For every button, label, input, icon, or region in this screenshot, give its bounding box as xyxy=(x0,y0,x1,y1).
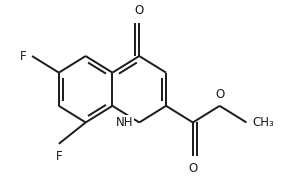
Text: F: F xyxy=(56,150,62,163)
Text: O: O xyxy=(188,162,198,175)
Text: NH: NH xyxy=(116,116,133,129)
Text: O: O xyxy=(134,4,144,17)
Text: CH₃: CH₃ xyxy=(252,116,274,129)
Text: F: F xyxy=(20,49,26,62)
Text: O: O xyxy=(215,88,224,101)
